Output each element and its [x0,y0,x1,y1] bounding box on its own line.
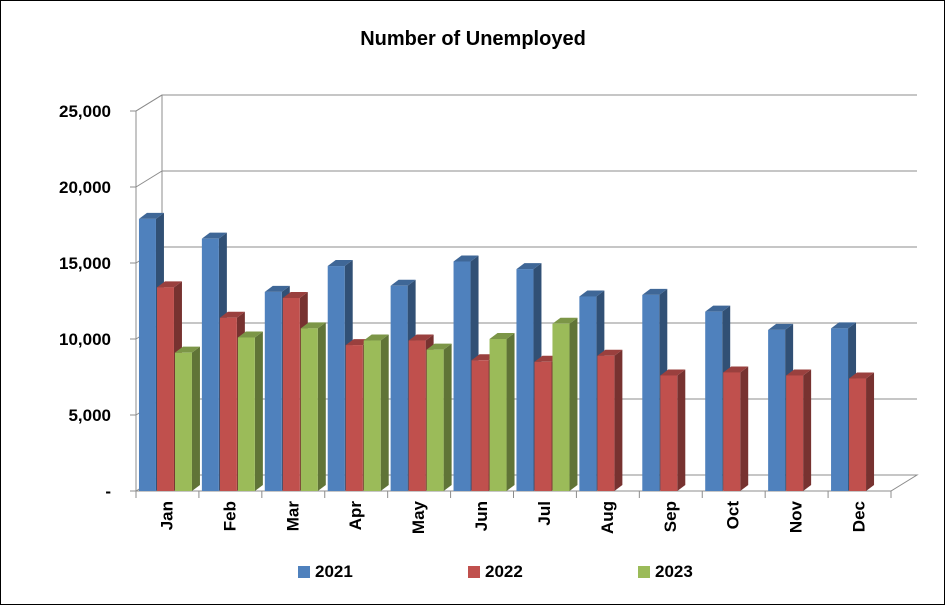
legend-swatch [638,566,650,578]
y-axis-ticks: - 5,000 10,000 15,000 20,000 25,000 [59,102,136,501]
x-tick-label: Mar [283,501,302,532]
y-tick-label: 5,000 [68,406,111,425]
x-tick-label: Oct [724,501,743,530]
bar-2022-Sep [660,369,686,491]
x-tick-label: May [409,500,428,534]
legend: 2021 2022 2023 [298,562,693,581]
legend-label: 2021 [315,562,353,581]
x-tick-label: Apr [346,501,365,531]
legend-item-2021: 2021 [298,562,353,581]
legend-swatch [298,566,310,578]
bar-2022-Oct [723,366,749,491]
bar-2023-Jul [552,317,578,491]
x-tick-label: Dec [850,501,869,532]
x-tick-label: Jun [472,501,491,531]
y-tick-label: - [105,482,111,501]
x-tick-label: Jan [157,501,176,530]
bar-2023-Mar [300,322,326,491]
bar-2022-Dec [849,372,875,491]
gridline [135,170,917,188]
legend-label: 2023 [655,562,693,581]
y-tick-label: 25,000 [59,102,111,121]
x-tick-label: Feb [220,501,239,531]
y-tick-label: 10,000 [59,330,111,349]
x-tick-label: Jul [535,501,554,526]
legend-label: 2022 [485,562,523,581]
bar-2023-Feb [237,331,263,491]
legend-item-2022: 2022 [468,562,523,581]
x-tick-label: Sep [661,501,680,532]
x-tick-label: Aug [598,501,617,534]
gridline [135,94,917,112]
gridline [135,246,917,264]
x-axis-ticks: Jan Feb Mar Apr May Jun Jul Aug Sep Oct Nov Dec [135,491,892,534]
bar-2022-Aug [597,349,623,491]
bar-2021-Nov [768,323,794,491]
bar-2023-Jun [489,333,515,491]
bar-2023-Apr [363,334,389,491]
bars [138,212,875,492]
legend-swatch [468,566,480,578]
x-tick-label: Nov [787,500,806,533]
y-tick-label: 15,000 [59,254,111,273]
chart-title: Number of Unemployed [360,28,586,50]
legend-item-2023: 2023 [638,562,693,581]
bar-2023-May [426,343,452,491]
bar-2023-Jan [174,346,200,491]
y-tick-label: 20,000 [59,178,111,197]
bar-2022-Nov [786,369,812,491]
